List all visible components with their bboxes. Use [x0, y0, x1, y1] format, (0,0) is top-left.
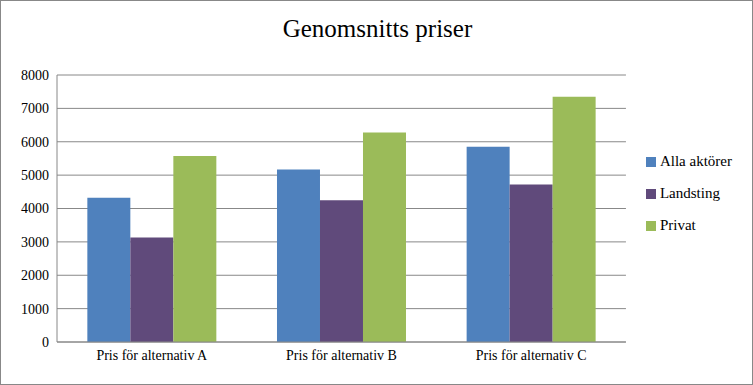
svg-text:7000: 7000: [21, 101, 49, 116]
svg-text:Pris för alternativ B: Pris för alternativ B: [286, 348, 397, 363]
svg-text:8000: 8000: [21, 68, 49, 83]
svg-text:4000: 4000: [21, 201, 49, 216]
svg-text:3000: 3000: [21, 235, 49, 250]
html-text:Landsting: Landsting: [659, 184, 720, 201]
svg-text:1000: 1000: [21, 302, 49, 317]
html-text:Genomsnitts priser: Genomsnitts priser: [282, 15, 473, 42]
svg-text:0: 0: [42, 335, 49, 350]
html-text:Alla aktörer: Alla aktörer: [659, 152, 732, 169]
svg-text:Pris för alternativ A: Pris för alternativ A: [96, 348, 208, 363]
svg-text:6000: 6000: [21, 135, 49, 150]
svg-text:Pris för alternativ C: Pris för alternativ C: [476, 348, 587, 363]
svg-text:2000: 2000: [21, 268, 49, 283]
html-text:Privat: Privat: [659, 216, 696, 233]
svg-text:5000: 5000: [21, 168, 49, 183]
